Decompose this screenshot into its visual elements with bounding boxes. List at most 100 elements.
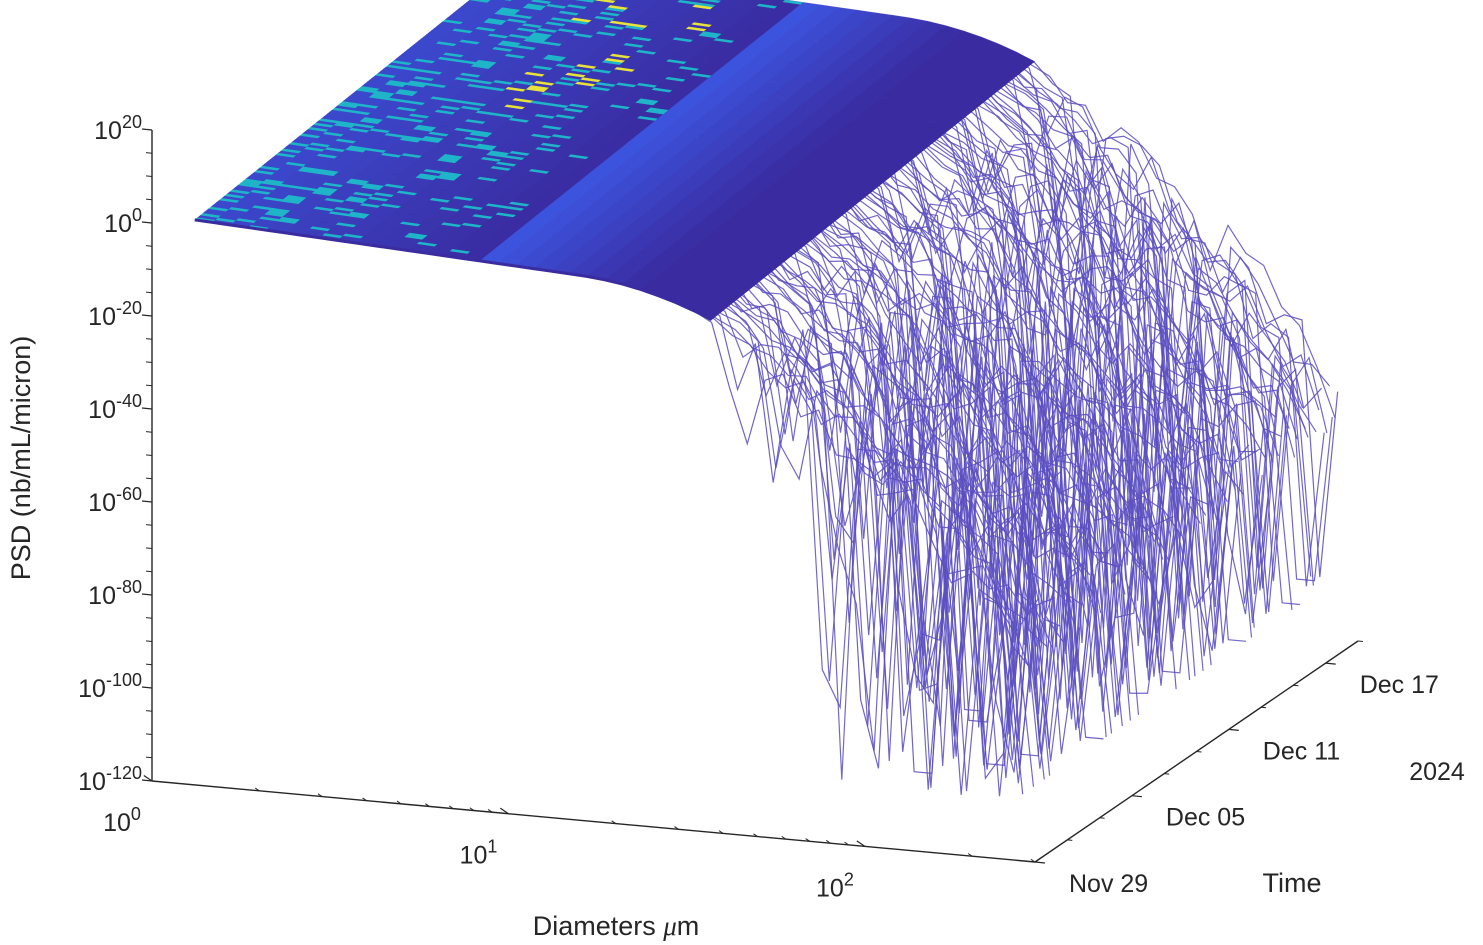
x-tick-exponent: 2 [844,869,854,889]
x-tick-exponent: 0 [131,804,141,824]
x-tick-label: 102 [816,869,854,902]
x-tick-base: 10 [816,874,844,902]
z-minor-tick [145,454,153,456]
time-tick-label: Dec 11 [1263,737,1340,765]
z-minor-tick [145,640,153,642]
z-tick-exponent: 0 [132,205,142,225]
z-tick-base: 10 [88,396,116,424]
z-tick-label: 1020 [94,112,142,145]
x-major-tick [143,774,153,782]
x-axis-line [151,780,1036,863]
z-tick-base: 10 [104,210,132,238]
x-minor-tick [469,807,475,811]
x-major-tick [856,840,866,847]
z-major-tick [141,779,153,782]
z-tick-label: 10-20 [88,298,142,331]
z-major-tick [141,407,153,410]
time-axis-title: Time [1263,868,1322,898]
z-minor-tick [145,663,153,666]
z-axis-title: PSD (nb/mL/micron) [6,336,36,581]
x-tick-base: 10 [103,809,131,837]
z-tick-label: 10-60 [88,484,142,517]
surface-front-edge [194,218,713,322]
z-tick-base: 10 [88,303,116,331]
time-minor-tick [1067,839,1073,841]
z-tick-exponent: -20 [116,298,142,318]
z-minor-tick [145,268,153,270]
x-minor-tick [425,803,430,807]
z-tick-base: 10 [88,489,116,517]
x-axis-title-text: Diameters [533,911,664,941]
axis-ticks [141,128,1364,864]
z-tick-base: 10 [94,117,122,145]
z-minor-tick [145,547,153,549]
z-tick-label: 100 [104,205,142,238]
x-minor-tick [317,793,323,798]
z-minor-tick [145,431,153,433]
time-minor-tick [1293,684,1299,687]
x-tick-label: 100 [103,804,141,837]
z-minor-tick [145,617,153,619]
x-minor-tick [826,840,831,844]
time-minor-tick [1261,706,1267,709]
z-major-tick [141,221,153,224]
time-minor-tick [1164,773,1170,775]
z-tick-exponent: 20 [122,112,142,132]
z-minor-tick [145,198,153,201]
time-minor-tick [1099,817,1105,819]
z-minor-tick [145,291,153,294]
z-tick-base: 10 [78,768,106,796]
time-minor-tick [1357,640,1364,642]
x-minor-tick [611,820,617,824]
z-minor-tick [145,710,153,712]
z-tick-exponent: -60 [116,484,142,504]
z-tick-base: 10 [78,675,106,703]
z-minor-tick [145,570,153,573]
z-minor-tick [145,152,153,154]
time-tick [1325,662,1336,665]
z-tick-label: 10-80 [88,577,142,610]
x-minor-tick [718,830,724,834]
z-minor-tick [145,733,153,735]
x-major-tick [499,807,509,815]
x-axis-title: Diameters μm [533,911,700,941]
time-tick-label: Dec 05 [1166,804,1245,832]
time-tick-label: Nov 29 [1069,870,1148,898]
x-minor-tick [781,835,787,840]
z-tick-exponent: -100 [106,670,142,690]
z-minor-tick [145,361,153,363]
z-major-tick [141,593,153,596]
time-tick [1228,728,1239,731]
x-tick-exponent: 1 [487,837,497,857]
x-minor-tick [362,797,367,802]
x-minor-tick [967,853,973,857]
x-minor-tick [1030,858,1036,863]
z-minor-tick [145,175,153,177]
x-minor-tick [844,841,849,846]
x-minor-tick [396,800,402,805]
z-minor-tick [145,524,153,526]
time-tick [1034,861,1046,864]
z-major-tick [141,128,153,131]
z-tick-label: 10-120 [78,763,142,796]
z-tick-base: 10 [88,582,116,610]
z-tick-label: 10-100 [78,670,142,703]
x-minor-tick [487,809,493,813]
z-minor-tick [145,756,153,759]
z-minor-tick [145,477,153,480]
z-tick-label: 10-40 [88,391,142,424]
z-tick-exponent: -80 [116,577,142,597]
z-major-tick [141,686,153,689]
x-axis-unit: m [677,911,700,941]
time-tick [1131,795,1142,798]
x-minor-tick [753,833,758,837]
z-minor-tick [145,338,153,340]
z-major-tick [141,500,153,503]
mu-symbol: μ [662,911,677,941]
time-tick-label: Dec 17 [1360,671,1439,699]
z-tick-exponent: -40 [116,391,142,411]
time-tick-labels: Nov 29 Dec 05 Dec 11 Dec 17 [1069,671,1439,898]
